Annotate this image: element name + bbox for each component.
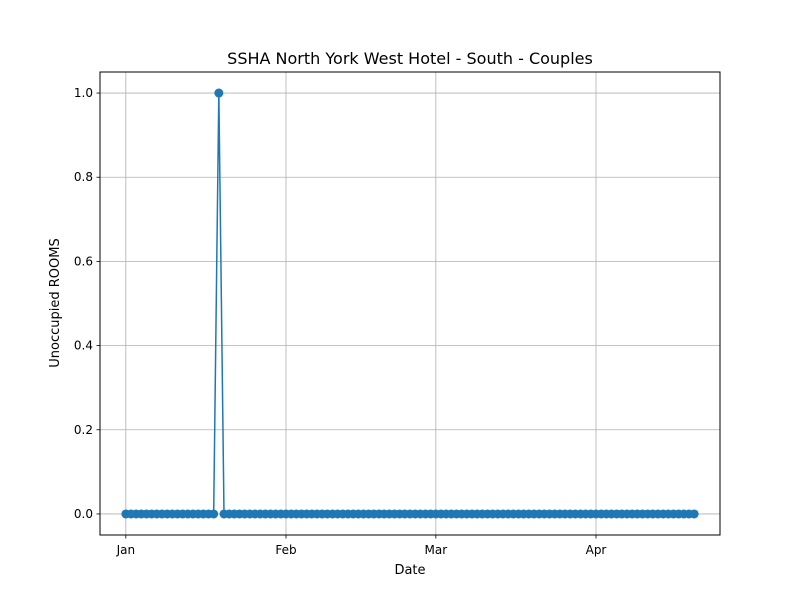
data-point bbox=[214, 88, 224, 98]
plot-frame bbox=[99, 71, 721, 536]
x-tick-label: Apr bbox=[586, 543, 607, 557]
data-point bbox=[689, 509, 699, 519]
grid-lines bbox=[100, 72, 720, 535]
y-tick-label: 0.4 bbox=[74, 339, 93, 353]
chart-title: SSHA North York West Hotel - South - Cou… bbox=[227, 49, 593, 68]
x-tick-label: Mar bbox=[425, 543, 448, 557]
x-tick-label: Feb bbox=[275, 543, 296, 557]
y-tick-label: 0.2 bbox=[74, 423, 93, 437]
y-tick-label: 1.0 bbox=[74, 86, 93, 100]
y-tick-label: 0.0 bbox=[74, 507, 93, 521]
x-axis-label: Date bbox=[394, 563, 425, 578]
y-axis-label: Unoccupied ROOMS bbox=[48, 238, 63, 367]
data-point bbox=[209, 509, 219, 519]
y-tick-label: 0.8 bbox=[74, 170, 93, 184]
y-tick-label: 0.6 bbox=[74, 254, 93, 268]
series-layer bbox=[121, 88, 699, 519]
axis-ticks: 0.0 0.2 0.4 0.6 0.8 1.0 Jan Feb Mar Apr bbox=[74, 86, 607, 557]
x-tick-label: Jan bbox=[116, 543, 136, 557]
